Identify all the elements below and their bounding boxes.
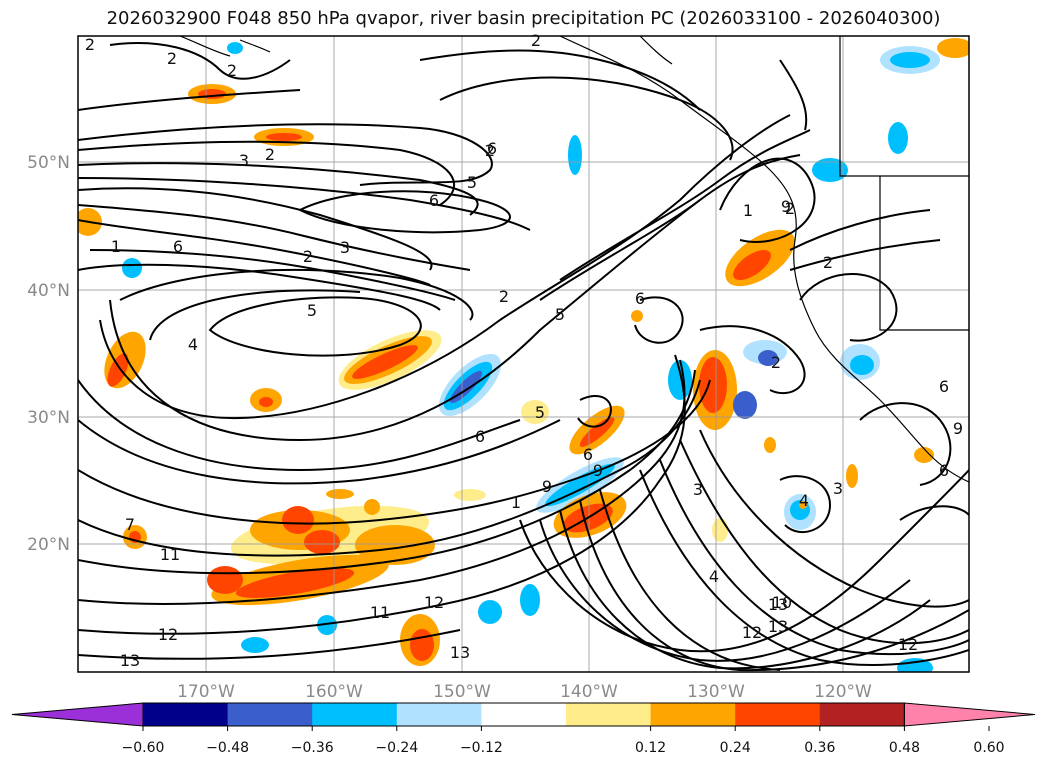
contour-label: 3 <box>239 151 249 170</box>
contour-label: 2 <box>531 31 541 50</box>
colorbar-tick-label: 0.36 <box>804 740 835 756</box>
longitude-ticks: 170°W 160°W 150°W 140°W 130°W 120°W <box>177 682 872 702</box>
longitude-tick-label: 130°W <box>687 682 745 702</box>
contour-label: 5 <box>307 301 317 320</box>
colorbar-extend-low <box>11 702 144 727</box>
colorbar-tick-label: −0.48 <box>206 740 249 756</box>
contour-label: 6 <box>635 289 645 308</box>
contour-label: 5 <box>555 305 565 324</box>
contour-label: 13 <box>768 595 788 614</box>
colorbar: −0.60 −0.48 −0.36 −0.24 −0.12 0.12 0.24 0.36 0.4… <box>11 702 1036 756</box>
contour-label: 6 <box>429 191 439 210</box>
contour-label: 1 <box>511 493 521 512</box>
colorbar-tick-label: 0.12 <box>635 740 666 756</box>
colorbar-tick-label: 0.48 <box>889 740 920 756</box>
contour-label: 5 <box>535 403 545 422</box>
colorbar-segment <box>227 703 313 726</box>
contour-label: 13 <box>120 651 140 670</box>
contour-label: 2 <box>303 247 313 266</box>
contour-label: 12 <box>424 593 444 612</box>
contour-label: 4 <box>188 335 198 354</box>
contour-label: 2 <box>499 287 509 306</box>
contour-label: 11 <box>160 545 180 564</box>
contour-label: 6 <box>173 237 183 256</box>
contour-label: 6 <box>939 377 949 396</box>
longitude-tick-label: 160°W <box>305 682 363 702</box>
contour-label: 2 <box>771 353 781 372</box>
contour-label: 6 <box>475 427 485 446</box>
contour-label: 1 <box>743 201 753 220</box>
contour-label: 2 <box>823 253 833 272</box>
colorbar-segment <box>819 703 905 726</box>
precipitation-shading <box>78 38 969 672</box>
colorbar-tick-label: −0.36 <box>291 740 334 756</box>
colorbar-segment <box>650 703 736 726</box>
contour-label: 9 <box>542 477 552 496</box>
longitude-tick-label: 140°W <box>560 682 618 702</box>
colorbar-segment <box>566 703 652 726</box>
latitude-ticks: 50°N 40°N 30°N 20°N <box>27 153 70 555</box>
contour-label: 10 <box>772 593 792 612</box>
contour-label: 9 <box>593 461 603 480</box>
longitude-tick-label: 170°W <box>177 682 235 702</box>
map-title: 2026032900 F048 850 hPa qvapor, river ba… <box>106 8 941 29</box>
colorbar-tick-label: 0.60 <box>973 740 1004 756</box>
contour-label: 3 <box>693 480 703 499</box>
qvapor-contours <box>78 42 969 672</box>
contour-label: 5 <box>467 173 477 192</box>
colorbar-segment <box>396 703 482 726</box>
colorbar-tick-label: −0.24 <box>375 740 418 756</box>
contour-label: 6 <box>583 445 593 464</box>
contour-label: 2 <box>227 61 237 80</box>
colorbar-frame <box>142 702 905 727</box>
colorbar-segment <box>735 703 821 726</box>
contour-label: 12 <box>898 635 918 654</box>
contour-label: 13 <box>450 643 470 662</box>
longitude-tick-label: 120°W <box>814 682 872 702</box>
contour-label: 9 <box>781 197 791 216</box>
latitude-tick-label: 50°N <box>27 153 70 173</box>
colorbar-extend-high <box>903 702 1036 727</box>
colorbar-tick-label: −0.60 <box>122 740 165 756</box>
contour-label: 2 <box>785 199 795 218</box>
contour-label: 4 <box>709 567 719 586</box>
contour-label: 11 <box>370 603 390 622</box>
contour-label: 12 <box>742 623 762 642</box>
colorbar-segment <box>481 703 567 726</box>
contour-label: 6 <box>487 139 497 158</box>
contour-label: 13 <box>768 617 788 636</box>
contour-label: 2 <box>85 35 95 54</box>
contour-label: 2 <box>167 49 177 68</box>
latitude-tick-label: 40°N <box>27 281 70 301</box>
contour-label: 7 <box>125 515 135 534</box>
contour-label: 3 <box>833 479 843 498</box>
plot-frame <box>77 35 970 673</box>
contour-label: 12 <box>158 625 178 644</box>
contour-label: 9 <box>953 419 963 438</box>
contour-label: 3 <box>340 238 350 257</box>
colorbar-tick-label: −0.12 <box>460 740 503 756</box>
colorbar-segment <box>312 703 398 726</box>
contour-label: 1 <box>111 237 121 256</box>
contour-label: 2 <box>485 141 495 160</box>
contour-label: 2 <box>265 145 275 164</box>
latitude-tick-label: 20°N <box>27 535 70 555</box>
contour-label: 6 <box>939 461 949 480</box>
colorbar-segment <box>143 703 229 726</box>
latitude-tick-label: 30°N <box>27 408 70 428</box>
contour-label: 4 <box>799 491 809 510</box>
longitude-tick-label: 150°W <box>433 682 491 702</box>
coastline <box>179 36 969 483</box>
colorbar-tick-label: 0.24 <box>720 740 751 756</box>
